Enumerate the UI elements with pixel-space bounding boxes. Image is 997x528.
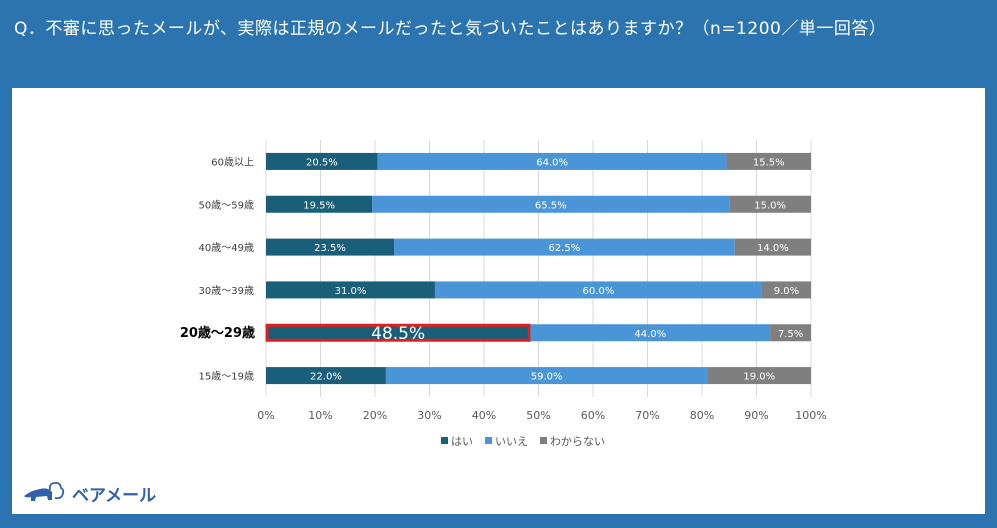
x-tick-label: 20% (363, 409, 387, 422)
data-label: 59.0% (531, 372, 563, 383)
bar-segment (530, 324, 771, 342)
bar-segment (266, 281, 435, 299)
logo: ベアメール (22, 480, 156, 506)
x-tick-label: 50% (526, 409, 550, 422)
data-label: 62.5% (548, 243, 580, 254)
bar-segment (434, 281, 762, 299)
page-title: Q．不審に思ったメールが、実際は正規のメールだったと気づいたことはありますか？（… (14, 19, 887, 39)
legend-label: いいえ (495, 435, 528, 448)
x-tick-label: 90% (744, 409, 768, 422)
bar-segment (394, 238, 735, 256)
bar-segment (266, 238, 395, 256)
data-label: 22.0% (310, 372, 342, 383)
bar-segment (385, 367, 708, 385)
bar-segment (266, 195, 373, 213)
data-label: 65.5% (535, 200, 567, 211)
bear-logo-icon (24, 481, 65, 501)
x-tick-label: 100% (795, 409, 826, 422)
highlight-box (265, 323, 531, 342)
x-tick-label: 10% (308, 409, 332, 422)
category-label: 15歳～19歳 (199, 371, 254, 383)
data-label: 15.0% (754, 200, 786, 211)
data-label: 44.0% (634, 329, 666, 340)
data-label: 14.0% (757, 243, 789, 254)
x-tick-label: 0% (257, 409, 274, 422)
category-label: 50歳～59歳 (199, 199, 254, 211)
bar-segment (761, 281, 811, 299)
legend-swatch (485, 437, 492, 444)
category-label: 30歳～39歳 (199, 285, 254, 297)
bar-segment (770, 324, 811, 342)
data-label: 20.5% (306, 157, 338, 168)
category-label: 60歳以上 (211, 156, 254, 168)
legend-swatch (540, 437, 547, 444)
bar-segment (266, 324, 531, 342)
bar-segment (707, 367, 811, 385)
legend-swatch (441, 437, 448, 444)
data-label: 7.5% (778, 329, 803, 340)
category-label: 20歳～29歳 (180, 325, 255, 341)
x-tick-label: 60% (581, 409, 605, 422)
data-label: 19.0% (743, 372, 775, 383)
x-tick-label: 30% (417, 409, 441, 422)
x-tick-label: 40% (472, 409, 496, 422)
bar-segment (734, 238, 811, 256)
legend-label: わからない (550, 435, 605, 448)
bar-segment (266, 367, 386, 385)
logo-text: ベアメール (72, 485, 157, 506)
bar-segment (372, 195, 730, 213)
x-tick-label: 70% (635, 409, 659, 422)
category-label: 40歳～49歳 (199, 242, 254, 254)
data-label: 15.5% (753, 157, 785, 168)
x-tick-label: 80% (690, 409, 714, 422)
bar-segment (266, 152, 378, 170)
data-label: 23.5% (314, 243, 346, 254)
bar-segment (729, 195, 811, 213)
data-label: 19.5% (303, 200, 335, 211)
data-label: 64.0% (536, 157, 568, 168)
bar-segment (377, 152, 727, 170)
data-label: 48.5% (371, 324, 425, 344)
data-label: 60.0% (583, 286, 615, 297)
data-label: 9.0% (774, 286, 799, 297)
bar-segment (726, 152, 811, 170)
legend-label: はい (451, 435, 473, 448)
data-label: 31.0% (335, 286, 367, 297)
